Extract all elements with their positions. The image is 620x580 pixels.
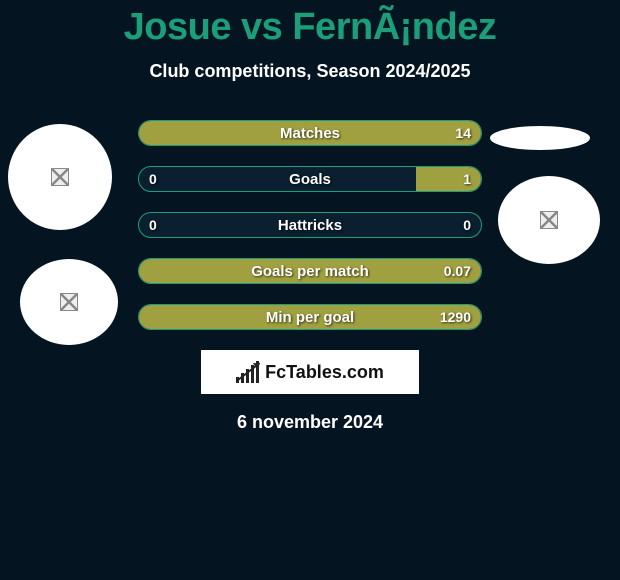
broken-image-icon: [60, 293, 78, 311]
stat-row: 0 Hattricks 0: [138, 212, 482, 238]
page-title: Josue vs FernÃ¡ndez: [0, 0, 620, 49]
stat-label: Min per goal: [139, 305, 481, 329]
stat-value-right: 14: [455, 121, 471, 145]
fctables-logo: FcTables.com: [201, 350, 419, 394]
avatar: [498, 176, 600, 264]
avatar: [490, 126, 590, 150]
logo-text: FcTables.com: [265, 362, 384, 383]
stat-value-right: 0: [463, 213, 471, 237]
stat-row: 0 Goals 1: [138, 166, 482, 192]
avatar: [20, 259, 118, 345]
stat-value-right: 1290: [440, 305, 471, 329]
stat-value-right: 1: [463, 167, 471, 191]
stat-value-right: 0.07: [444, 259, 471, 283]
broken-image-icon: [51, 168, 69, 186]
stats-container: Matches 14 0 Goals 1 0 Hattricks 0 Goals…: [138, 120, 482, 330]
avatar: [8, 124, 112, 230]
stat-label: Matches: [139, 121, 481, 145]
date-label: 6 november 2024: [0, 412, 620, 433]
subtitle: Club competitions, Season 2024/2025: [0, 61, 620, 82]
stat-label: Goals: [139, 167, 481, 191]
stat-label: Hattricks: [139, 213, 481, 237]
stat-row: Goals per match 0.07: [138, 258, 482, 284]
stat-row: Min per goal 1290: [138, 304, 482, 330]
broken-image-icon: [540, 211, 558, 229]
stat-row: Matches 14: [138, 120, 482, 146]
stat-label: Goals per match: [139, 259, 481, 283]
